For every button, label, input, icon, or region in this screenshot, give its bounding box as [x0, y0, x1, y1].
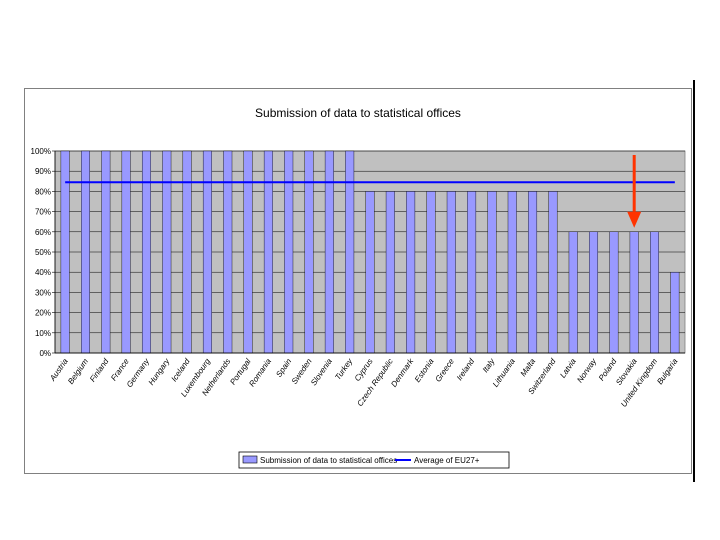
bar [589, 231, 599, 354]
right-border-rule [693, 80, 695, 482]
bar [629, 231, 639, 354]
x-tick-label: Spain [274, 357, 293, 379]
bar [304, 150, 314, 354]
x-tick-label: Ireland [455, 357, 477, 383]
y-tick-label: 90% [35, 167, 51, 176]
bar [223, 150, 233, 354]
bar [507, 191, 517, 354]
x-tick-label: Finland [88, 357, 111, 384]
chart-title: Submission of data to statistical office… [255, 106, 461, 120]
bar [548, 191, 558, 354]
bar [670, 271, 680, 354]
bar [202, 150, 212, 354]
bar [568, 231, 578, 354]
x-tick-label: Malta [519, 357, 538, 379]
x-tick-label: Bulgaria [655, 357, 680, 387]
bar [650, 231, 659, 354]
x-tick-label: Italy [481, 356, 497, 374]
x-tick-label: Greece [434, 357, 457, 384]
y-tick-label: 60% [35, 228, 51, 237]
bar [406, 191, 416, 354]
y-tick-label: 10% [35, 329, 51, 338]
chart-svg: Submission of data to statistical office… [31, 106, 686, 469]
y-axis-ticks: 0% 10% 20% 30% 40% 50% 60% 70% 80% 90% 100% [31, 147, 685, 358]
x-tick-label: Hungary [147, 356, 172, 387]
bar [446, 191, 456, 354]
bar [426, 191, 436, 354]
x-tick-label: Slovenia [309, 357, 334, 388]
legend-bar-swatch [242, 455, 258, 464]
x-tick-label: Belgium [66, 357, 90, 386]
y-tick-label: 40% [35, 268, 51, 277]
x-axis-labels: AustriaBelgiumFinlandFranceGermanyHungar… [48, 356, 680, 409]
bar [121, 150, 131, 354]
bar [609, 231, 619, 354]
y-tick-label: 100% [31, 147, 51, 156]
arrow-head [627, 211, 642, 228]
bar [324, 150, 334, 354]
bar [243, 150, 253, 354]
x-tick-label: Norway [575, 356, 598, 384]
y-tick-label: 30% [35, 288, 51, 297]
legend-line-label: Average of EU27+ [414, 456, 480, 465]
bar [345, 150, 355, 354]
legend-box [238, 451, 510, 469]
y-tick-label: 70% [35, 208, 51, 217]
bar [182, 150, 192, 354]
bar [365, 191, 375, 354]
legend: Submission of data to statistical office… [238, 451, 510, 469]
x-tick-label: Estonia [413, 357, 436, 384]
bar [101, 150, 111, 354]
bar [487, 191, 497, 354]
bar [81, 150, 90, 354]
bar [284, 150, 294, 354]
legend-bar-label: Submission of data to statistical office… [260, 456, 397, 465]
bars [60, 150, 680, 354]
chart-frame: Submission of data to statistical office… [24, 88, 692, 474]
bar [385, 191, 395, 354]
bar [60, 150, 70, 354]
bar [528, 191, 538, 354]
y-tick-label: 0% [39, 349, 51, 358]
annotation-arrow [627, 155, 642, 228]
y-tick-label: 50% [35, 248, 51, 257]
y-tick-label: 20% [35, 309, 51, 318]
bar [162, 150, 172, 354]
bar [467, 191, 477, 354]
bar [263, 150, 273, 354]
bar [141, 150, 151, 354]
x-tick-label: Latvia [558, 357, 578, 380]
y-tick-label: 80% [35, 187, 51, 196]
